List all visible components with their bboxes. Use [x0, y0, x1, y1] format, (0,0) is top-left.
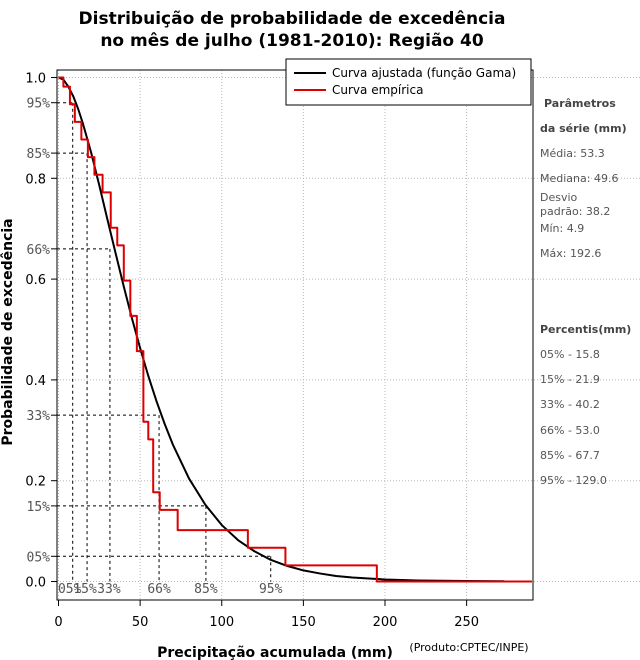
pct-y-tick-label: 85% — [27, 147, 51, 162]
y-tick-label: 0.0 — [25, 576, 46, 591]
empirical-curve — [58, 76, 532, 583]
legend-label-empirical: Curva empírica — [332, 83, 423, 97]
pct-y-tick-label: 15% — [27, 500, 51, 515]
product-credit: (Produto:CPTEC/INPE) — [409, 641, 528, 654]
pct-x-tick-label: 15% — [73, 582, 97, 597]
series-lines — [58, 76, 532, 583]
percentil-item: 05% - 15.8 — [540, 348, 600, 361]
pct-x-tick-label: 05% — [58, 582, 82, 597]
y-tick-label: 0.8 — [25, 172, 46, 187]
y-tick-label: 1.0 — [25, 72, 46, 87]
plot-frame — [56, 69, 534, 601]
x-axis-label: Precipitação acumulada (mm) — [157, 645, 393, 660]
x-tick-label: 150 — [291, 615, 316, 630]
y-tick-label: 0.4 — [25, 374, 46, 389]
chart-title-line-2: no mês de julho (1981-2010): Região 40 — [100, 31, 484, 51]
percentile-guide-lines — [57, 102, 272, 582]
axis-ticks: 0 50 100 150 200 250 0.0 0.2 0.4 0.6 0.8 1.0 95% 85% 6… — [25, 72, 479, 631]
x-tick-label: 0 — [54, 615, 62, 630]
params-title-2: da série (mm) — [540, 122, 627, 135]
param-max: Máx: 192.6 — [540, 247, 601, 260]
legend: Curva ajustada (função Gama) Curva empír… — [285, 58, 532, 106]
pct-x-tick-label: 95% — [259, 582, 283, 597]
legend-label-fitted: Curva ajustada (função Gama) — [332, 66, 516, 80]
param-mediana: Mediana: 49.6 — [540, 172, 618, 185]
param-media: Média: 53.3 — [540, 147, 605, 160]
x-tick-label: 200 — [373, 615, 398, 630]
percentil-item: 95% - 129.0 — [540, 474, 607, 487]
pct-y-tick-label: 33% — [27, 409, 51, 424]
param-min: Mín: 4.9 — [540, 222, 584, 235]
percentil-item: 33% - 40.2 — [540, 398, 600, 411]
pct-x-tick-label: 66% — [147, 582, 171, 597]
pct-x-tick-label: 85% — [194, 582, 218, 597]
percentil-item: 66% - 53.0 — [540, 424, 600, 437]
percentil-item: 15% - 21.9 — [540, 373, 600, 386]
percentis-title: Percentis(mm) — [540, 323, 631, 336]
y-tick-label: 0.2 — [25, 475, 46, 490]
percentil-item: 85% - 67.7 — [540, 449, 600, 462]
y-axis-label: Probabilidade de excedência — [0, 218, 16, 445]
pct-y-tick-label: 66% — [27, 243, 51, 258]
side-panel: Parâmetros da série (mm) Média: 53.3 Med… — [540, 97, 631, 487]
legend-box — [285, 58, 532, 106]
y-tick-label: 0.6 — [25, 273, 46, 288]
fitted-gamma-curve — [58, 76, 505, 583]
x-tick-label: 50 — [132, 615, 149, 630]
chart-title-line-1: Distribuição de probabilidade de excedên… — [79, 9, 506, 29]
param-desvio-2: padrão: 38.2 — [540, 205, 610, 218]
params-title-1: Parâmetros — [544, 97, 616, 110]
x-tick-label: 250 — [454, 615, 479, 630]
pct-y-tick-label: 95% — [27, 97, 51, 112]
pct-x-tick-label: 33% — [97, 582, 121, 597]
pct-y-tick-label: 05% — [27, 550, 51, 565]
x-tick-label: 100 — [209, 615, 234, 630]
param-desvio-1: Desvio — [540, 191, 578, 204]
